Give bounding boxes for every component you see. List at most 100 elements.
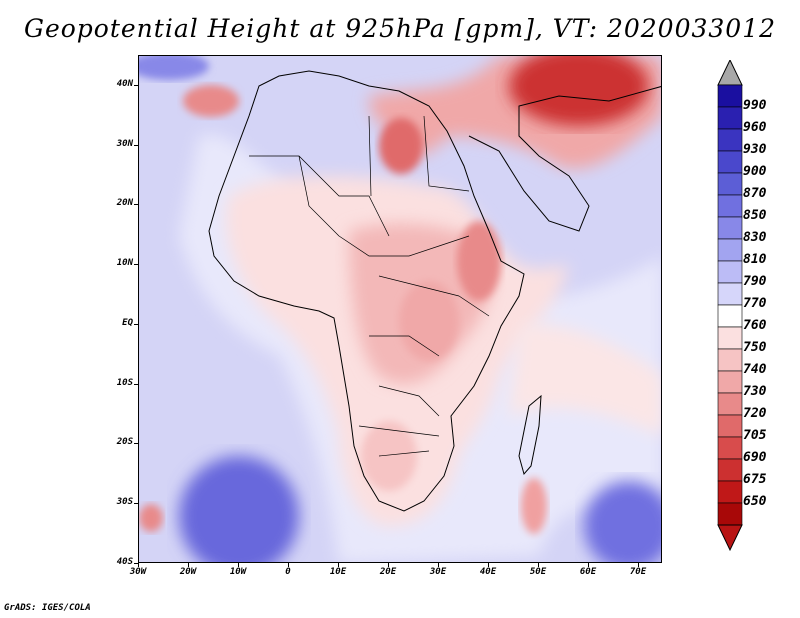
lon-label: 0 — [285, 567, 291, 577]
lon-label: 30W — [129, 567, 147, 577]
lon-tick — [138, 563, 139, 567]
map-title: Geopotential Height at 925hPa [gpm], VT:… — [23, 14, 777, 43]
colorbar-swatch — [717, 260, 743, 284]
south-atlantic-high — [179, 456, 299, 562]
indian-ocean-warm-field — [509, 324, 661, 436]
colorbar-swatch — [717, 480, 743, 504]
colorbar-top-arrow — [717, 60, 743, 86]
lat-label: EQ — [122, 317, 133, 328]
south-atlantic-warm-cell — [139, 504, 163, 532]
colorbar-swatch — [717, 84, 743, 108]
colorbar-label: 705 — [743, 428, 767, 443]
lon-label: 60E — [579, 567, 597, 577]
colorbar-label: 930 — [743, 142, 767, 157]
madagascar-coastline — [518, 394, 542, 476]
lat-label: 30S — [116, 496, 133, 507]
lat-tick — [134, 204, 138, 206]
colorbar-label: 650 — [743, 494, 767, 509]
lat-tick — [134, 383, 138, 385]
colorbar-swatch — [717, 194, 743, 218]
colorbar-label: 810 — [743, 252, 767, 267]
lon-tick — [288, 563, 289, 567]
ethiopia-low — [457, 221, 501, 301]
lon-label: 40E — [479, 567, 497, 577]
colorbar-label: 750 — [743, 340, 767, 355]
colorbar-swatch — [717, 502, 743, 526]
lat-label: 30N — [116, 138, 133, 149]
colorbar-label: 730 — [743, 384, 767, 399]
east-africa-low — [399, 281, 459, 361]
credit-text: GrADS: IGES/COLA — [4, 603, 91, 613]
colorbar-swatch — [717, 150, 743, 174]
colorbar-swatch — [717, 326, 743, 350]
colorbar-label: 760 — [743, 318, 767, 333]
indian-ocean-high — [584, 481, 661, 562]
north-atlantic-high — [139, 56, 209, 80]
geopotential-field — [139, 56, 661, 562]
colorbar-label: 870 — [743, 186, 767, 201]
colorbar-swatch — [717, 414, 743, 438]
lon-label: 20E — [379, 567, 397, 577]
colorbar-label: 900 — [743, 164, 767, 179]
lon-tick — [638, 563, 639, 567]
sahara-low — [379, 118, 423, 174]
madagascar-low — [521, 478, 547, 534]
colorbar-label: 690 — [743, 450, 767, 465]
colorbar-swatch — [717, 458, 743, 482]
lon-tick — [538, 563, 539, 567]
colorbar-bottom-arrow — [717, 524, 743, 552]
colorbar-swatch — [717, 238, 743, 262]
lon-tick — [338, 563, 339, 567]
lon-tick — [188, 563, 189, 567]
colorbar-swatch — [717, 282, 743, 306]
lat-tick — [134, 443, 138, 445]
colorbar — [717, 60, 743, 552]
colorbar-label: 675 — [743, 472, 767, 487]
lat-tick — [134, 85, 138, 86]
colorbar-swatch — [717, 106, 743, 130]
lon-tick — [488, 563, 489, 567]
lat-label: 20N — [116, 198, 133, 209]
lon-label: 20W — [179, 567, 197, 577]
colorbar-swatch — [717, 392, 743, 416]
lon-label: 50E — [529, 567, 547, 577]
map-panel — [138, 55, 662, 563]
colorbar-swatch — [717, 172, 743, 196]
colorbar-swatch — [717, 370, 743, 394]
colorbar-label: 990 — [743, 98, 767, 113]
colorbar-swatch — [717, 304, 743, 328]
persian-low — [509, 56, 649, 126]
colorbar-label: 790 — [743, 274, 767, 289]
lon-tick — [388, 563, 389, 567]
lon-tick — [588, 563, 589, 567]
lon-label: 10E — [329, 567, 347, 577]
atlantic-warm-cell — [183, 85, 239, 117]
lat-tick — [134, 502, 138, 504]
colorbar-label: 830 — [743, 230, 767, 245]
lat-label: 10N — [116, 258, 133, 269]
lat-label: 20S — [116, 437, 133, 448]
colorbar-label: 740 — [743, 362, 767, 377]
lat-label: 10S — [116, 377, 133, 388]
kalahari-low — [361, 421, 417, 491]
lat-label: 40N — [116, 79, 133, 89]
colorbar-swatch — [717, 128, 743, 152]
colorbar-label: 770 — [743, 296, 767, 311]
lat-label: 40S — [116, 556, 133, 567]
arabia-coastline — [468, 86, 661, 232]
lat-tick — [134, 323, 138, 325]
colorbar-label: 850 — [743, 208, 767, 223]
lon-label: 30E — [429, 567, 447, 577]
lon-tick — [438, 563, 439, 567]
lon-label: 10W — [229, 567, 247, 577]
colorbar-swatch — [717, 436, 743, 460]
colorbar-label: 720 — [743, 406, 767, 421]
lat-tick — [134, 562, 138, 564]
colorbar-swatch — [717, 216, 743, 240]
africa-coastline — [208, 70, 525, 512]
colorbar-label: 960 — [743, 120, 767, 135]
lat-tick — [134, 144, 138, 146]
country-borders — [249, 115, 490, 457]
lat-tick — [134, 264, 138, 266]
colorbar-swatch — [717, 348, 743, 372]
